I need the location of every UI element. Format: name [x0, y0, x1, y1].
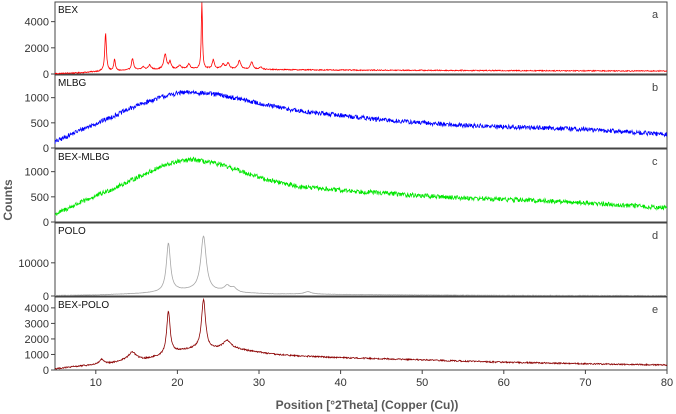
x-axis: 10 20 30 40 50 60 70 80	[90, 370, 673, 389]
series-label: BEX-MLBG	[58, 152, 110, 163]
series-line	[54, 235, 668, 297]
panel-letter: b	[652, 82, 658, 94]
panel-frame	[54, 1, 668, 75]
x-tick-label: 30	[253, 377, 265, 389]
y-tick-label: 2000	[25, 43, 49, 55]
x-tick-label: 70	[579, 377, 591, 389]
panel-letter: a	[652, 9, 659, 21]
y-tick-label: 3000	[25, 318, 49, 330]
y-tick-label: 0	[43, 143, 49, 155]
y-tick-label: 0	[43, 365, 49, 377]
y-tick-label: 500	[31, 192, 49, 204]
y-tick-label: 2000	[25, 334, 49, 346]
panel-bex-polo: 0 1000 2000 3000 4000 BEX-POLO e	[25, 296, 668, 377]
panels-group: 0 2000 4000 BEX a 0 500 1000 MLBG b 0 500 1000 BEX-ML…	[18, 1, 668, 377]
series-line	[54, 156, 668, 216]
y-tick-label: 0	[43, 291, 49, 303]
y-axis-title: Counts	[1, 179, 15, 221]
y-tick-label: 4000	[25, 303, 49, 315]
panel-bex-mlbg: 0 500 1000 BEX-MLBG c	[25, 148, 668, 229]
series-label: POLO	[58, 226, 86, 237]
x-tick-label: 20	[171, 377, 183, 389]
series-line	[54, 2, 668, 75]
series-line	[54, 297, 668, 370]
y-tick-label: 0	[43, 217, 49, 229]
series-label: BEX-POLO	[58, 300, 109, 311]
y-tick-label: 1000	[25, 349, 49, 361]
x-axis-title: Position [°2Theta] (Copper (Cu))	[276, 398, 459, 412]
x-tick-label: 40	[334, 377, 346, 389]
y-tick-label: 500	[31, 118, 49, 130]
series-line	[54, 89, 668, 144]
x-tick-label: 60	[498, 377, 510, 389]
panel-letter: e	[652, 304, 658, 316]
panel-polo: 0 10000 POLO d	[18, 222, 668, 303]
y-tick-label: 0	[43, 69, 49, 81]
panel-bex: 0 2000 4000 BEX a	[25, 1, 668, 81]
y-tick-label: 1000	[25, 93, 49, 105]
panel-frame	[54, 222, 668, 297]
panel-letter: d	[652, 230, 658, 242]
x-tick-label: 80	[661, 377, 673, 389]
series-label: BEX	[58, 5, 78, 16]
x-tick-label: 10	[90, 377, 102, 389]
y-tick-label: 1000	[25, 167, 49, 179]
panel-mlbg: 0 500 1000 MLBG b	[25, 74, 668, 155]
y-tick-label: 10000	[18, 258, 49, 270]
panel-letter: c	[652, 156, 658, 168]
x-tick-label: 50	[416, 377, 428, 389]
y-tick-label: 4000	[25, 17, 49, 29]
series-label: MLBG	[58, 78, 87, 89]
panel-frame	[54, 74, 668, 149]
panel-frame	[54, 148, 668, 223]
panel-frame	[54, 296, 668, 371]
